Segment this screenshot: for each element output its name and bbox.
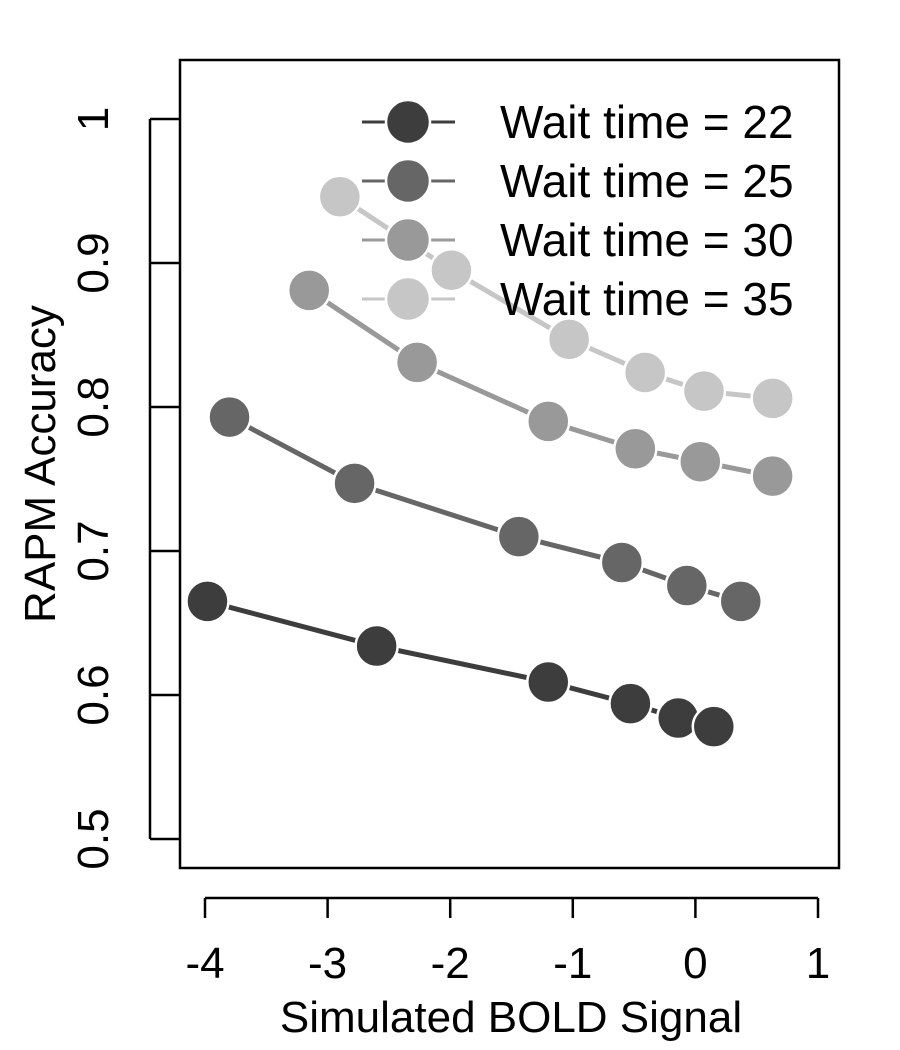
y-tick-label: 0.7 xyxy=(69,520,118,581)
y-tick-label: 0.9 xyxy=(69,232,118,293)
y-axis-label: RAPM Accuracy xyxy=(16,305,65,623)
series-line xyxy=(228,414,742,604)
legend: Wait time = 22 Wait time = 25 Wait time = … xyxy=(362,96,794,325)
x-axis-label: Simulated BOLD Signal xyxy=(280,993,742,1042)
x-tick-label: 0 xyxy=(683,939,707,988)
x-tick-label: -4 xyxy=(185,939,224,988)
data-point xyxy=(332,461,377,506)
data-point xyxy=(526,399,571,444)
data-point xyxy=(185,579,230,624)
x-tick-label: 1 xyxy=(806,939,830,988)
x-tick-label: -3 xyxy=(308,939,347,988)
x-tick-label: -1 xyxy=(553,939,592,988)
legend-label: Wait time = 30 xyxy=(500,214,794,266)
legend-marker xyxy=(384,98,432,146)
legend-marker xyxy=(384,216,432,264)
y-tick-label: 0.6 xyxy=(69,664,118,725)
data-point xyxy=(286,268,332,313)
legend-label: Wait time = 35 xyxy=(500,273,794,325)
data-point xyxy=(608,681,653,726)
y-axis: 0.5 0.6 0.7 0.8 0.9 1 xyxy=(69,107,180,870)
data-point xyxy=(354,623,399,669)
data-point xyxy=(429,247,474,293)
legend-item: Wait time = 25 xyxy=(362,155,794,207)
data-point xyxy=(613,426,658,472)
data-point xyxy=(394,340,440,385)
data-point xyxy=(664,563,710,608)
plot-frame xyxy=(178,58,841,870)
legend-item: Wait time = 22 xyxy=(362,96,794,148)
data-point xyxy=(546,317,592,362)
y-tick-label: 1 xyxy=(69,107,118,131)
legend-label: Wait time = 25 xyxy=(500,155,794,207)
data-point xyxy=(599,540,645,585)
legend-item: Wait time = 35 xyxy=(362,273,794,325)
y-tick-label: 0.5 xyxy=(69,808,118,869)
data-point xyxy=(526,659,571,705)
data-point xyxy=(496,514,542,559)
series-2 xyxy=(286,268,795,499)
y-tick-label: 0.8 xyxy=(69,376,118,437)
legend-marker xyxy=(384,275,432,323)
series-0 xyxy=(185,579,737,749)
x-tick-label: -2 xyxy=(431,939,470,988)
data-point xyxy=(750,453,795,499)
series-3 xyxy=(317,174,795,421)
series-layer xyxy=(185,174,795,749)
legend-label: Wait time = 22 xyxy=(500,96,794,148)
legend-item: Wait time = 30 xyxy=(362,214,794,266)
series-1 xyxy=(207,394,764,624)
data-point xyxy=(691,704,737,749)
legend-marker xyxy=(384,157,432,205)
data-point xyxy=(750,376,795,421)
data-point xyxy=(718,579,764,624)
data-point xyxy=(207,394,252,440)
data-point xyxy=(622,350,668,395)
data-point xyxy=(678,439,723,484)
x-axis: -4 -3 -2 -1 0 1 xyxy=(185,896,830,988)
data-point xyxy=(317,174,363,220)
data-point xyxy=(681,368,727,414)
